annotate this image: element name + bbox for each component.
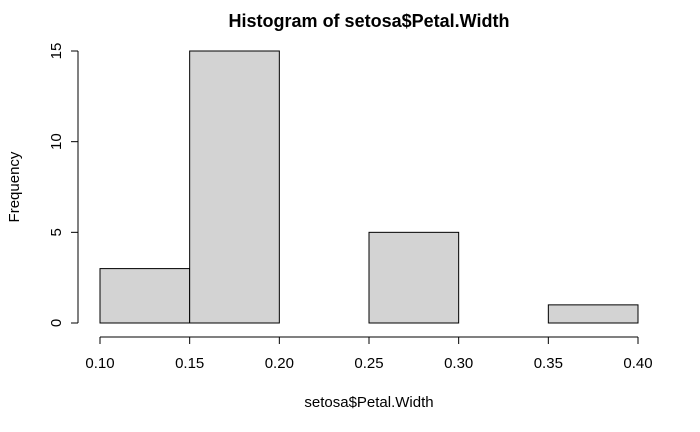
x-axis: 0.10 0.15 0.20 0.25 0.30 0.35 0.40 — [85, 336, 653, 372]
x-tick-label: 0.20 — [265, 355, 294, 372]
x-tick-label: 0.30 — [444, 355, 473, 372]
y-axis: 0 5 10 15 — [48, 43, 79, 327]
histogram-bar — [547, 304, 639, 324]
x-tick-label: 0.40 — [623, 355, 652, 372]
y-tick-label: 10 — [48, 133, 65, 150]
histogram-bar — [189, 50, 280, 324]
x-tick-label: 0.35 — [534, 355, 563, 372]
x-tick-label: 0.15 — [175, 355, 204, 372]
x-tick-label: 0.10 — [85, 355, 114, 372]
y-tick-label: 0 — [48, 319, 65, 327]
x-tick-label: 0.25 — [354, 355, 383, 372]
y-tick-label: 15 — [48, 43, 65, 60]
bars-group — [99, 50, 639, 324]
histogram-bar — [99, 268, 191, 324]
x-axis-label: setosa$Petal.Width — [304, 394, 433, 411]
y-tick-label: 5 — [48, 228, 65, 236]
y-axis-label: Frequency — [6, 151, 23, 222]
chart-title: Histogram of setosa$Petal.Width — [229, 11, 510, 31]
histogram-bar — [368, 231, 460, 324]
